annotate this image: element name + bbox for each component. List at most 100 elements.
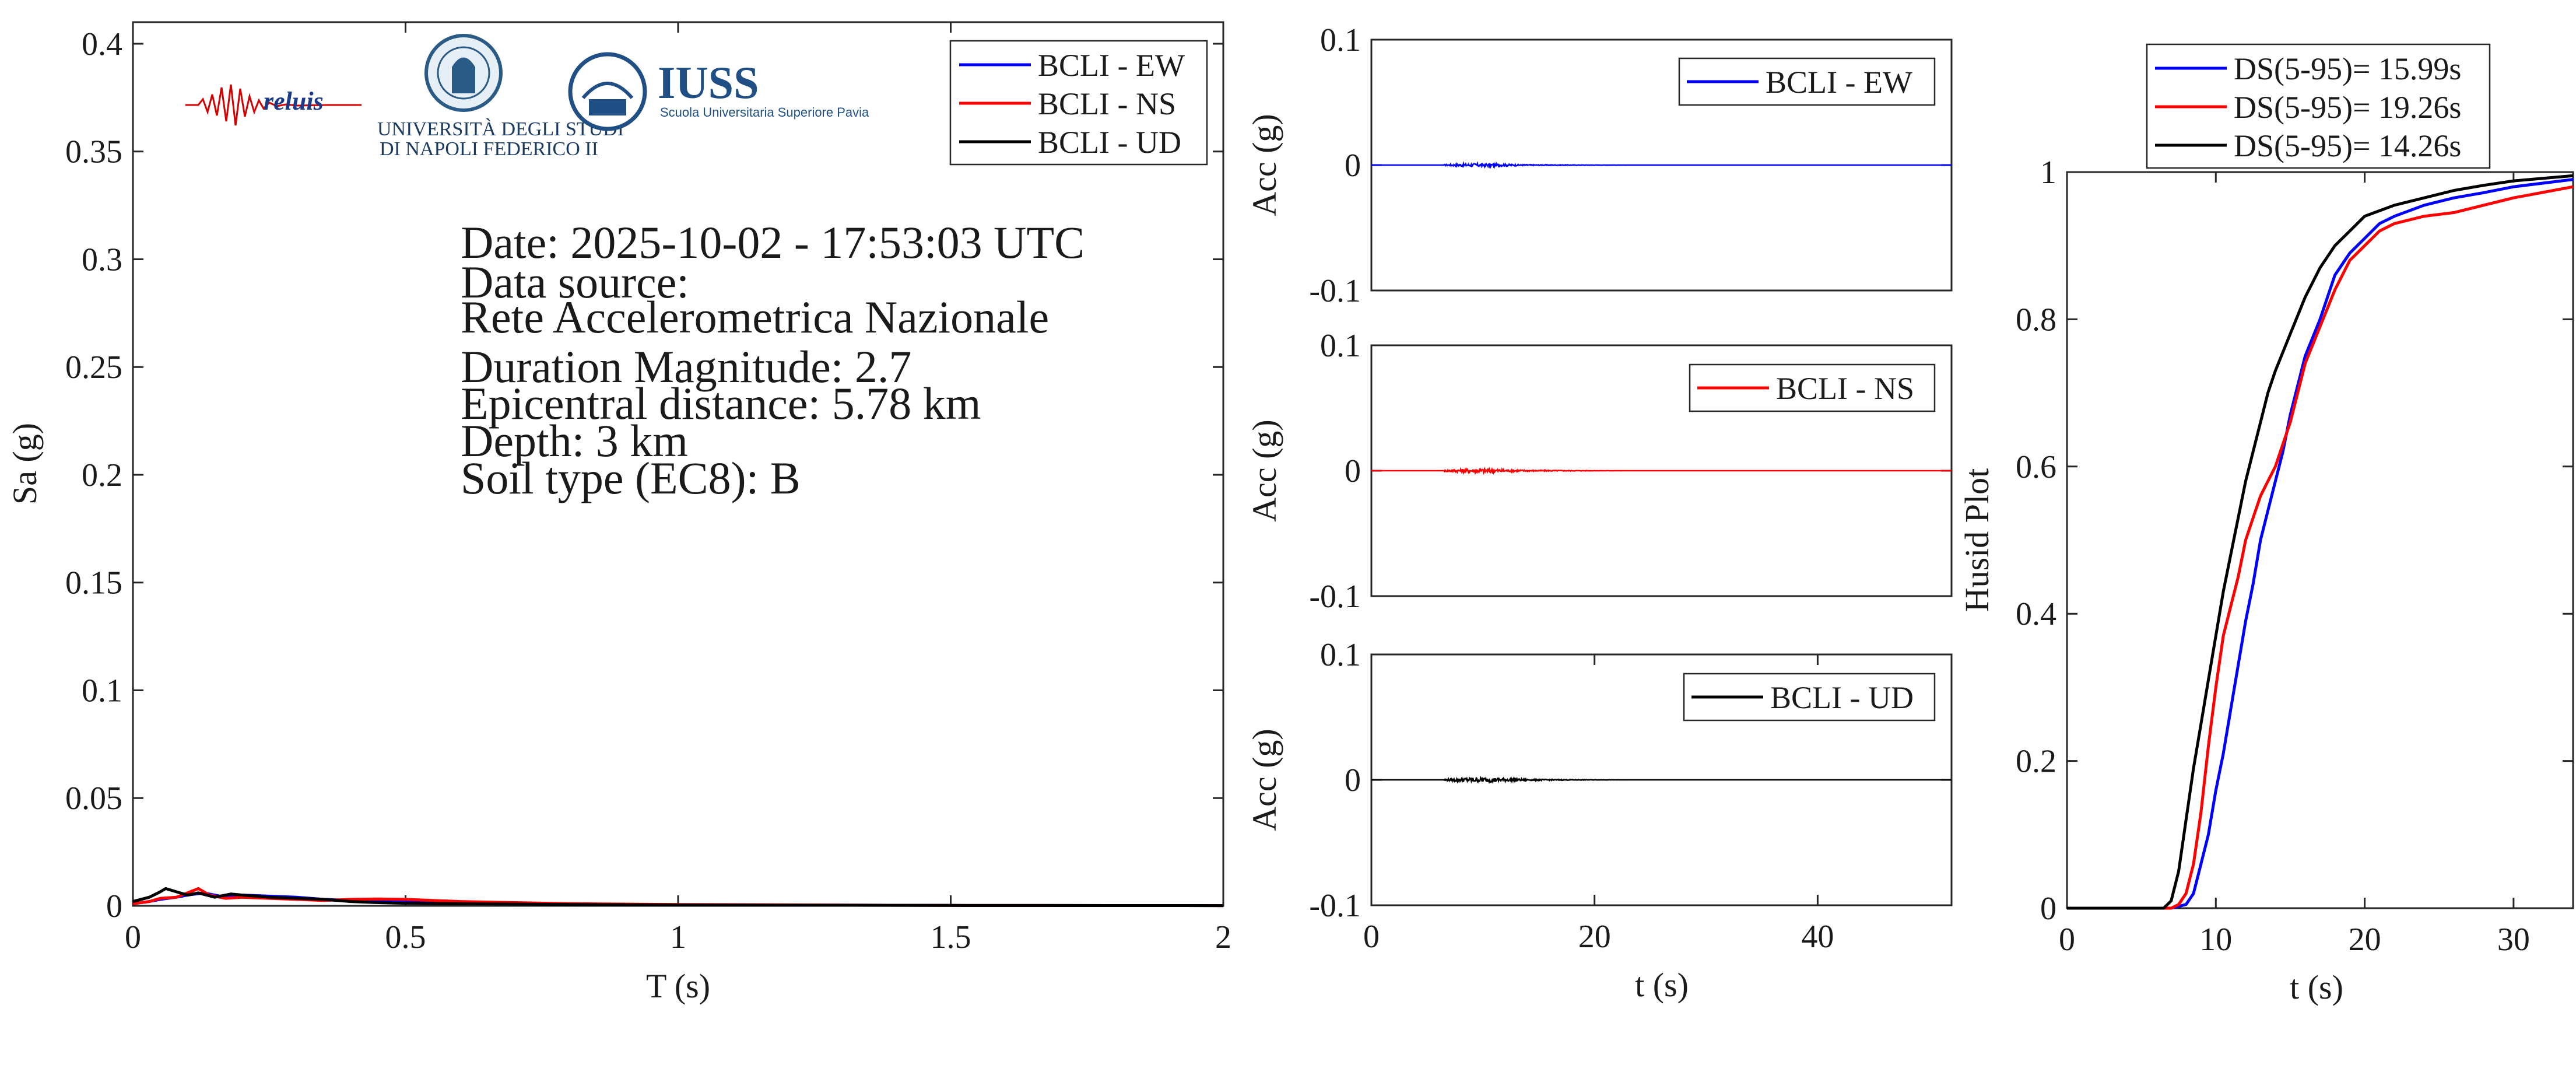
husid-plot-frame xyxy=(2066,171,2574,909)
iuss-emblem-icon xyxy=(568,52,647,131)
acc_ew-trace-line xyxy=(1371,160,1952,169)
acc-ud-legend: BCLI - UD xyxy=(1683,673,1936,722)
acc-ud-y-axis-label: Acc (g) xyxy=(1245,729,1283,831)
husid-series-0-line xyxy=(2067,178,2574,910)
y-tick-label: 0.1 xyxy=(1320,22,1361,58)
y-tick-label: -0.1 xyxy=(1309,273,1361,309)
reluis-logo: reluis xyxy=(185,84,362,126)
y-tick-label: 0 xyxy=(106,888,122,925)
husid-y-axis-label: Husid Plot xyxy=(1958,468,1996,612)
y-tick-label: 0.1 xyxy=(1320,637,1361,673)
event-info: Date: 2025-10-02 - 17:53:03 UTC Data sou… xyxy=(461,217,1085,503)
y-tick-label: 0 xyxy=(1345,762,1361,799)
x-tick-label: 1.5 xyxy=(931,919,971,955)
acc_ud-trace-line xyxy=(1371,776,1952,785)
acc-ns-legend-label: BCLI - NS xyxy=(1776,371,1914,406)
acc-ns-legend: BCLI - NS xyxy=(1689,363,1936,412)
y-tick-label: 0.2 xyxy=(2016,744,2056,780)
acc-ew-ticks: 0.1 0 -0.1 xyxy=(1309,22,1952,309)
husid-plot: 0 10 20 30 0 0.2 0.4 0.6 0.8 1 t (s) Husid Plot D… xyxy=(1958,43,2574,1006)
husid-series-1-line xyxy=(2067,185,2574,910)
legend-label-ud: BCLI - UD xyxy=(1038,125,1181,160)
x-tick-label: 10 xyxy=(2199,922,2232,958)
reluis-seismogram-icon xyxy=(185,84,362,126)
acc-ns-ticks: 0.1 0 -0.1 xyxy=(1309,328,1952,615)
acc-ew-plot: 0.1 0 -0.1 Acc (g) BCLI - EW xyxy=(1245,22,1953,309)
spectrum-plot: 0 0.5 1 1.5 2 0 0.05 0.1 0.15 0.2 0.25 0.3 0.35 0.4 T… xyxy=(6,21,1231,1005)
acc-ud-legend-label: BCLI - UD xyxy=(1770,680,1914,715)
x-tick-label: 20 xyxy=(2349,922,2381,958)
acc-ud-plot: 0 20 400.10-0.1 t (s) Acc (g) BCLI - UD xyxy=(1245,637,1953,1004)
y-tick-label: 1 xyxy=(2040,155,2056,191)
husid-ticks: 0 10 20 30 0 0.2 0.4 0.6 0.8 1 xyxy=(2016,155,2573,958)
reluis-logo-text: reluis xyxy=(264,87,324,115)
acc_ns-trace-line xyxy=(1371,466,1952,475)
spectrum-x-axis-label: T (s) xyxy=(646,967,710,1005)
husid-legend-label-ud: DS(5-95)= 14.26s xyxy=(2234,128,2461,163)
iuss-emblem-arch xyxy=(581,82,634,99)
y-tick-label: -0.1 xyxy=(1309,579,1361,615)
x-tick-label: 30 xyxy=(2497,922,2530,958)
husid-series-2-line xyxy=(2067,174,2574,910)
acc-ew-legend: BCLI - EW xyxy=(1678,57,1936,106)
event-magnitude: Duration Magnitude: 2.7 xyxy=(461,341,911,392)
legend-label-ns: BCLI - NS xyxy=(1038,86,1176,121)
husid-legend-label-ew: DS(5-95)= 15.99s xyxy=(2234,51,2461,86)
iuss-emblem-building xyxy=(589,99,626,115)
soil-type: Soil type (EC8): B xyxy=(461,453,801,503)
y-tick-label: 0.1 xyxy=(82,673,122,709)
y-tick-label: 0 xyxy=(1345,148,1361,184)
acc-ud-curves xyxy=(1371,776,1952,785)
iuss-logo: IUSS Scuola Universitaria Superiore Pavi… xyxy=(568,52,869,131)
y-tick-label: 0.2 xyxy=(82,457,122,493)
data-source-label: Data source: xyxy=(461,257,689,307)
acc-ud-ticks: 0 20 400.10-0.1 xyxy=(1309,637,1952,955)
x-tick-label: 1 xyxy=(670,919,686,955)
iuss-logo-subtitle: Scuola Universitaria Superiore Pavia xyxy=(660,105,869,120)
y-tick-label: 0.15 xyxy=(65,565,122,601)
x-tick-label: 0 xyxy=(125,919,141,955)
legend-label-ew: BCLI - EW xyxy=(1038,48,1185,83)
unina-logo-line2: DI NAPOLI FEDERICO II xyxy=(380,138,598,160)
y-tick-label: 0.35 xyxy=(65,134,122,170)
y-tick-label: -0.1 xyxy=(1309,888,1361,924)
acc-ns-plot: 0.1 0 -0.1 Acc (g) BCLI - NS xyxy=(1245,328,1953,615)
y-tick-label: 0.25 xyxy=(65,349,122,386)
x-tick-label: 20 xyxy=(1578,919,1611,955)
y-tick-label: 0 xyxy=(2040,891,2056,927)
spectrum-ticks: 0 0.5 1 1.5 2 0 0.05 0.1 0.15 0.2 0.25 0.3 0.35 0.4 xyxy=(65,22,1231,955)
event-depth: Depth: 3 km xyxy=(461,415,688,466)
y-tick-label: 0.3 xyxy=(82,241,122,278)
data-source-value: Rete Accelerometrica Nazionale xyxy=(461,292,1049,342)
acc-ew-y-axis-label: Acc (g) xyxy=(1245,114,1283,216)
husid-legend: DS(5-95)= 15.99s DS(5-95)= 19.26s DS(5-9… xyxy=(2146,43,2491,169)
acc-ew-curves xyxy=(1371,160,1952,169)
iuss-logo-name: IUSS xyxy=(658,57,759,108)
epicentral-distance: Epicentral distance: 5.78 km xyxy=(461,378,981,429)
y-tick-label: 0.1 xyxy=(1320,328,1361,364)
y-tick-label: 0.8 xyxy=(2016,302,2056,338)
x-tick-label: 0 xyxy=(2059,922,2075,958)
husid-x-axis-label: t (s) xyxy=(2290,968,2343,1006)
acc-ns-curves xyxy=(1371,466,1952,475)
acc-ew-legend-label: BCLI - EW xyxy=(1766,65,1912,100)
spectrum-y-axis-label: Sa (g) xyxy=(6,423,44,505)
y-tick-label: 0.4 xyxy=(82,26,122,62)
spectrum-legend: BCLI - EW BCLI - NS BCLI - UD xyxy=(949,40,1208,166)
husid-legend-label-ns: DS(5-95)= 19.26s xyxy=(2234,90,2461,125)
acc-ns-y-axis-label: Acc (g) xyxy=(1245,419,1283,522)
spectrum-curves xyxy=(132,887,1224,908)
x-tick-label: 40 xyxy=(1801,919,1834,955)
acc-ud-x-axis-label: t (s) xyxy=(1635,966,1689,1004)
y-tick-label: 0.6 xyxy=(2016,449,2056,485)
x-tick-label: 0 xyxy=(1363,919,1380,955)
event-date: Date: 2025-10-02 - 17:53:03 UTC xyxy=(461,217,1085,268)
y-tick-label: 0.05 xyxy=(65,780,122,817)
x-tick-label: 0.5 xyxy=(385,919,426,955)
y-tick-label: 0 xyxy=(1345,453,1361,489)
y-tick-label: 0.4 xyxy=(2016,596,2056,632)
husid-curves xyxy=(2067,174,2574,910)
unina-seal-figure xyxy=(452,57,475,93)
x-tick-label: 2 xyxy=(1215,919,1231,955)
